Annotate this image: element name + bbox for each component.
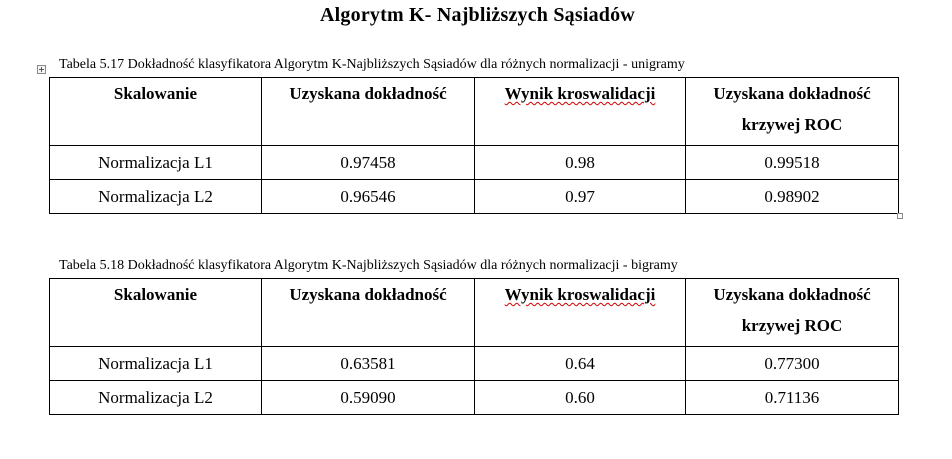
header-text: Wynik kroswalidacji (504, 285, 656, 304)
table-cell[interactable]: 0.97 (474, 179, 686, 214)
table-cell[interactable]: Normalizacja L1 (49, 145, 262, 180)
header-cell[interactable]: Skalowanie (49, 77, 262, 146)
table-cell[interactable]: 0.63581 (261, 346, 475, 381)
table-cell[interactable]: 0.96546 (261, 179, 475, 214)
header-line: krzywej ROC (741, 316, 843, 335)
table-cell[interactable]: 0.98902 (685, 179, 899, 214)
table-row: Normalizacja L1 0.63581 0.64 0.77300 (49, 346, 899, 381)
table-cell[interactable]: 0.59090 (261, 380, 475, 415)
table-header-row: Skalowanie Uzyskana dokładność Wynik kro… (49, 77, 899, 146)
header-cell[interactable]: Uzyskana dokładność krzywej ROC (685, 77, 899, 146)
table-cell[interactable]: Normalizacja L2 (49, 380, 262, 415)
table-cell[interactable]: Normalizacja L2 (49, 179, 262, 214)
header-line: krzywej ROC (741, 115, 843, 134)
table-cell[interactable]: 0.97458 (261, 145, 475, 180)
table-row: Normalizacja L2 0.96546 0.97 0.98902 (49, 179, 899, 214)
header-cell[interactable]: Wynik kroswalidacji (474, 278, 686, 347)
table-move-handle-icon[interactable] (37, 65, 46, 74)
table-resize-handle-icon[interactable] (897, 213, 903, 219)
header-line: Uzyskana dokładność (713, 285, 871, 304)
accuracy-table-bigrams: Skalowanie Uzyskana dokładność Wynik kro… (49, 278, 899, 415)
accuracy-table-unigrams: Skalowanie Uzyskana dokładność Wynik kro… (49, 77, 899, 214)
table-cell[interactable]: 0.99518 (685, 145, 899, 180)
table-header-row: Skalowanie Uzyskana dokładność Wynik kro… (49, 278, 899, 347)
header-line: Uzyskana dokładność (713, 84, 871, 103)
table-cell[interactable]: 0.60 (474, 380, 686, 415)
table-cell[interactable]: 0.77300 (685, 346, 899, 381)
header-cell[interactable]: Wynik kroswalidacji (474, 77, 686, 146)
table-row: Normalizacja L1 0.97458 0.98 0.99518 (49, 145, 899, 180)
table-caption-1: Tabela 5.17 Dokładność klasyfikatora Alg… (59, 57, 685, 72)
header-text: Wynik kroswalidacji (504, 84, 656, 103)
table-cell[interactable]: 0.71136 (685, 380, 899, 415)
page-title: Algorytm K- Najbliższych Sąsiadów (320, 4, 635, 26)
table-cell[interactable]: Normalizacja L1 (49, 346, 262, 381)
header-cell[interactable]: Uzyskana dokładność (261, 77, 475, 146)
table-cell[interactable]: 0.98 (474, 145, 686, 180)
header-cell[interactable]: Uzyskana dokładność (261, 278, 475, 347)
table-row: Normalizacja L2 0.59090 0.60 0.71136 (49, 380, 899, 415)
table-cell[interactable]: 0.64 (474, 346, 686, 381)
header-cell[interactable]: Skalowanie (49, 278, 262, 347)
header-cell[interactable]: Uzyskana dokładność krzywej ROC (685, 278, 899, 347)
table-caption-2: Tabela 5.18 Dokładność klasyfikatora Alg… (59, 258, 678, 273)
